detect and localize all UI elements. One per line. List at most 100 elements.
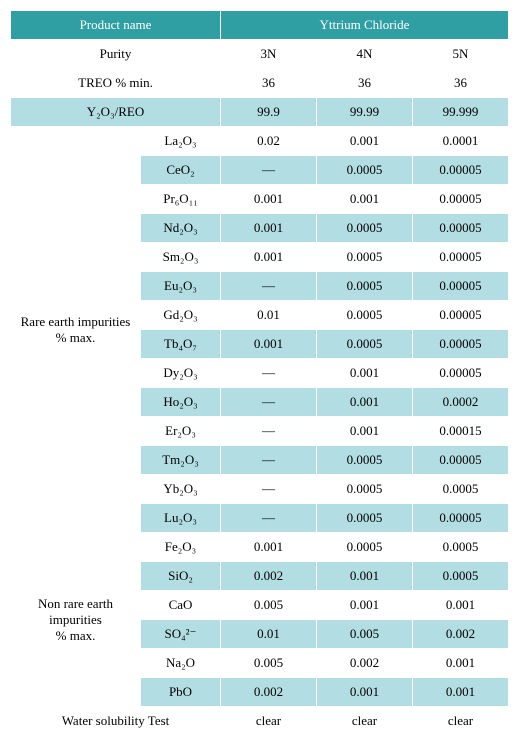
rare-val-5-1: 0.0005 bbox=[317, 272, 413, 301]
y2o3-val-0: 99.9 bbox=[221, 98, 317, 127]
rare-val-2-1: 0.001 bbox=[317, 185, 413, 214]
nonrare-val-3-2: 0.002 bbox=[413, 620, 509, 649]
rare-earth-label-line2: % max. bbox=[13, 330, 138, 346]
rare-val-0-1: 0.001 bbox=[317, 127, 413, 156]
water-val-1: clear bbox=[317, 707, 413, 736]
rare-val-10-1: 0.001 bbox=[317, 417, 413, 446]
nonrare-val-5-0: 0.002 bbox=[221, 678, 317, 707]
rare-val-8-2: 0.00005 bbox=[413, 359, 509, 388]
rare-val-12-1: 0.0005 bbox=[317, 475, 413, 504]
water-label: Water solubility Test bbox=[11, 707, 221, 736]
nonrare-val-5-1: 0.001 bbox=[317, 678, 413, 707]
rare-val-5-0: — bbox=[221, 272, 317, 301]
water-val-0: clear bbox=[221, 707, 317, 736]
rare-chem-7: Tb₄O₇ bbox=[141, 330, 221, 359]
rare-val-13-1: 0.0005 bbox=[317, 504, 413, 533]
rare-val-10-0: — bbox=[221, 417, 317, 446]
rare-val-11-0: — bbox=[221, 446, 317, 475]
rare-val-7-1: 0.0005 bbox=[317, 330, 413, 359]
nonrare-chem-0: Fe₂O₃ bbox=[141, 533, 221, 562]
treo-label: TREO % min. bbox=[11, 69, 221, 98]
rare-val-11-2: 0.00005 bbox=[413, 446, 509, 475]
rare-val-8-0: — bbox=[221, 359, 317, 388]
water-val-2: clear bbox=[413, 707, 509, 736]
nonrare-label-line1: Non rare earth impurities bbox=[13, 596, 138, 628]
rare-val-7-2: 0.00005 bbox=[413, 330, 509, 359]
rare-val-2-2: 0.00005 bbox=[413, 185, 509, 214]
rare-val-9-1: 0.001 bbox=[317, 388, 413, 417]
rare-val-1-0: — bbox=[221, 156, 317, 185]
nonrare-val-3-1: 0.005 bbox=[317, 620, 413, 649]
rare-val-4-1: 0.0005 bbox=[317, 243, 413, 272]
product-name-label: Product name bbox=[11, 11, 221, 40]
y2o3-val-1: 99.99 bbox=[317, 98, 413, 127]
rare-val-6-2: 0.00005 bbox=[413, 301, 509, 330]
nonrare-chem-3: SO₄²⁻ bbox=[141, 620, 221, 649]
nonrare-val-0-2: 0.0005 bbox=[413, 533, 509, 562]
nonrare-val-0-0: 0.001 bbox=[221, 533, 317, 562]
rare-chem-10: Er₂O₃ bbox=[141, 417, 221, 446]
rare-val-7-0: 0.001 bbox=[221, 330, 317, 359]
rare-val-3-1: 0.0005 bbox=[317, 214, 413, 243]
treo-val-0: 36 bbox=[221, 69, 317, 98]
nonrare-label-line2: % max. bbox=[13, 628, 138, 644]
nonrare-val-2-1: 0.001 bbox=[317, 591, 413, 620]
nonrare-val-4-2: 0.001 bbox=[413, 649, 509, 678]
nonrare-chem-4: Na₂O bbox=[141, 649, 221, 678]
rare-val-0-0: 0.02 bbox=[221, 127, 317, 156]
rare-val-13-2: 0.00005 bbox=[413, 504, 509, 533]
rare-val-4-0: 0.001 bbox=[221, 243, 317, 272]
nonrare-val-4-1: 0.002 bbox=[317, 649, 413, 678]
nonrare-chem-5: PbO bbox=[141, 678, 221, 707]
nonrare-val-1-1: 0.001 bbox=[317, 562, 413, 591]
product-name-value: Yttrium Chloride bbox=[221, 11, 509, 40]
nonrare-val-1-2: 0.0005 bbox=[413, 562, 509, 591]
rare-chem-9: Ho₂O₃ bbox=[141, 388, 221, 417]
rare-chem-4: Sm₂O₃ bbox=[141, 243, 221, 272]
rare-val-0-2: 0.0001 bbox=[413, 127, 509, 156]
rare-val-3-0: 0.001 bbox=[221, 214, 317, 243]
rare-val-11-1: 0.0005 bbox=[317, 446, 413, 475]
rare-val-8-1: 0.001 bbox=[317, 359, 413, 388]
rare-chem-2: Pr₆O₁₁ bbox=[141, 185, 221, 214]
rare-val-12-2: 0.0005 bbox=[413, 475, 509, 504]
rare-earth-label: Rare earth impurities% max. bbox=[11, 127, 141, 533]
purity-label: Purity bbox=[11, 40, 221, 69]
rare-chem-11: Tm₂O₃ bbox=[141, 446, 221, 475]
nonrare-val-2-0: 0.005 bbox=[221, 591, 317, 620]
purity-col-1: 4N bbox=[317, 40, 413, 69]
rare-chem-8: Dy₂O₃ bbox=[141, 359, 221, 388]
rare-val-9-0: — bbox=[221, 388, 317, 417]
rare-chem-3: Nd₂O₃ bbox=[141, 214, 221, 243]
treo-val-2: 36 bbox=[413, 69, 509, 98]
nonrare-val-0-1: 0.0005 bbox=[317, 533, 413, 562]
rare-val-2-0: 0.001 bbox=[221, 185, 317, 214]
nonrare-val-3-0: 0.01 bbox=[221, 620, 317, 649]
rare-chem-5: Eu₂O₃ bbox=[141, 272, 221, 301]
rare-val-9-2: 0.0002 bbox=[413, 388, 509, 417]
rare-chem-13: Lu₂O₃ bbox=[141, 504, 221, 533]
rare-val-12-0: — bbox=[221, 475, 317, 504]
nonrare-earth-label: Non rare earth impurities% max. bbox=[11, 533, 141, 707]
treo-val-1: 36 bbox=[317, 69, 413, 98]
rare-val-10-2: 0.00015 bbox=[413, 417, 509, 446]
purity-col-2: 5N bbox=[413, 40, 509, 69]
rare-val-3-2: 0.00005 bbox=[413, 214, 509, 243]
rare-earth-label-line1: Rare earth impurities bbox=[13, 314, 138, 330]
rare-chem-12: Yb₂O₃ bbox=[141, 475, 221, 504]
rare-chem-6: Gd₂O₃ bbox=[141, 301, 221, 330]
rare-val-5-2: 0.00005 bbox=[413, 272, 509, 301]
nonrare-val-4-0: 0.005 bbox=[221, 649, 317, 678]
nonrare-val-2-2: 0.001 bbox=[413, 591, 509, 620]
y2o3-label: Y₂O₃/REO bbox=[11, 98, 221, 127]
nonrare-val-5-2: 0.001 bbox=[413, 678, 509, 707]
rare-val-13-0: — bbox=[221, 504, 317, 533]
rare-chem-0: La₂O₃ bbox=[141, 127, 221, 156]
rare-val-4-2: 0.00005 bbox=[413, 243, 509, 272]
rare-val-6-0: 0.01 bbox=[221, 301, 317, 330]
purity-col-0: 3N bbox=[221, 40, 317, 69]
nonrare-chem-2: CaO bbox=[141, 591, 221, 620]
rare-val-6-1: 0.0005 bbox=[317, 301, 413, 330]
y2o3-val-2: 99.999 bbox=[413, 98, 509, 127]
rare-chem-1: CeO₂ bbox=[141, 156, 221, 185]
